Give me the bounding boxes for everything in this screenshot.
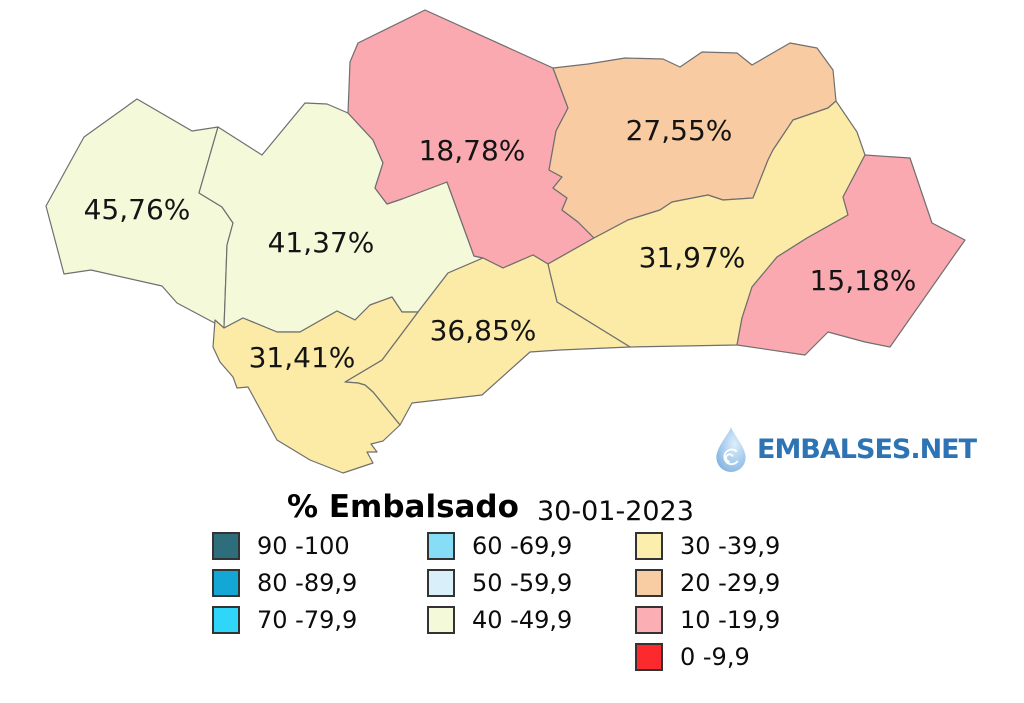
legend-range-label: 80 -89,9 <box>257 569 358 597</box>
legend-range-label: 30 -39,9 <box>680 532 781 560</box>
region-value-label-malaga: 36,85% <box>430 314 537 347</box>
region-value-label-granada: 31,97% <box>639 241 746 274</box>
legend-swatch <box>212 532 240 560</box>
legend-item: 90 -100 <box>212 532 357 560</box>
region-value-label-huelva: 45,76% <box>84 193 191 226</box>
region-value-label-almeria: 15,18% <box>810 264 917 297</box>
legend-range-label: 70 -79,9 <box>257 606 358 634</box>
legend-swatch <box>427 569 455 597</box>
legend-swatch <box>427 606 455 634</box>
region-almeria <box>736 154 966 356</box>
legend-swatch <box>635 606 663 634</box>
legend-range-label: 20 -29,9 <box>680 569 781 597</box>
region-cadiz <box>212 296 419 474</box>
legend-column-3: 30 -39,9 20 -29,9 10 -19,9 0 -9,9 <box>635 532 780 671</box>
legend-range-label: 50 -59,9 <box>472 569 573 597</box>
legend-range-label: 0 -9,9 <box>680 643 750 671</box>
legend-item: 70 -79,9 <box>212 606 357 634</box>
legend-range-label: 40 -49,9 <box>472 606 573 634</box>
region-value-label-cordoba: 18,78% <box>419 134 526 167</box>
legend-item: 0 -9,9 <box>635 643 780 671</box>
legend-title: % Embalsado <box>287 489 519 525</box>
legend-item: 80 -89,9 <box>212 569 357 597</box>
legend-range-label: 90 -100 <box>257 532 350 560</box>
legend-range-label: 60 -69,9 <box>472 532 573 560</box>
legend-swatch <box>212 569 240 597</box>
legend-item: 50 -59,9 <box>427 569 572 597</box>
legend-item: 30 -39,9 <box>635 532 780 560</box>
legend-swatch <box>635 569 663 597</box>
legend-swatch <box>427 532 455 560</box>
legend-swatch <box>635 532 663 560</box>
legend-item: 20 -29,9 <box>635 569 780 597</box>
legend-range-label: 10 -19,9 <box>680 606 781 634</box>
logo-text: EMBALSES.NET <box>757 433 977 465</box>
legend-swatch <box>635 643 663 671</box>
report-date: 30-01-2023 <box>537 496 694 527</box>
region-value-label-jaen: 27,55% <box>626 114 733 147</box>
legend-item: 60 -69,9 <box>427 532 572 560</box>
legend-swatch <box>212 606 240 634</box>
legend-item: 40 -49,9 <box>427 606 572 634</box>
legend-column-1: 90 -100 80 -89,9 70 -79,9 <box>212 532 357 634</box>
water-drop-icon <box>716 427 746 472</box>
region-value-label-sevilla: 41,37% <box>268 226 375 259</box>
legend-item: 10 -19,9 <box>635 606 780 634</box>
logo: EMBALSES.NET <box>710 425 977 473</box>
region-granada <box>547 100 866 348</box>
region-value-label-cadiz: 31,41% <box>249 341 356 374</box>
legend-column-2: 60 -69,9 50 -59,9 40 -49,9 <box>427 532 572 634</box>
